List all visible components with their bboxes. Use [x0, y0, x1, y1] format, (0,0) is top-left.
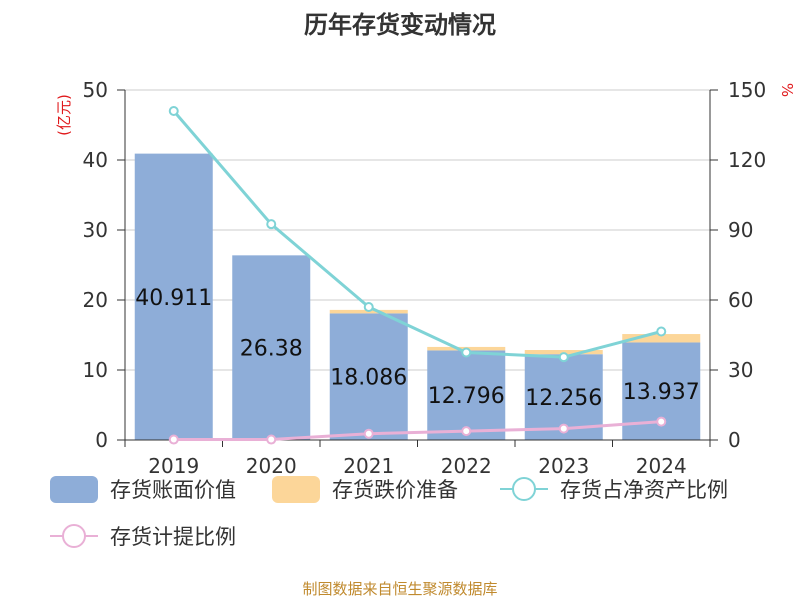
line-series	[168, 106, 667, 445]
right-tick-label: 120	[728, 148, 766, 172]
line-point	[656, 416, 667, 427]
axes: 0 10 20 30 40 50 0 30 60 90 120 150 2019 2020 2021 2022…	[83, 78, 767, 478]
line-point	[168, 106, 179, 116]
right-tick-label: 60	[728, 288, 753, 312]
bar-data-label: 40.911	[135, 286, 212, 311]
left-tick-label: 20	[83, 288, 108, 312]
bar-inventory-book-value	[134, 153, 213, 441]
legend-swatch	[50, 476, 98, 503]
line-point	[266, 219, 277, 230]
legend-marker	[512, 477, 536, 501]
line-point	[168, 434, 179, 445]
right-tick-label: 150	[728, 78, 766, 102]
bar-data-label: 26.38	[240, 337, 303, 362]
gridlines	[125, 89, 710, 371]
legend-label: 存货账面价值	[110, 478, 236, 502]
bar-data-label: 12.256	[525, 386, 602, 411]
line-point	[266, 434, 277, 445]
right-tick-label: 90	[728, 218, 753, 242]
line-point	[558, 423, 569, 434]
line-point	[461, 347, 472, 358]
x-tick-label: 2023	[538, 454, 589, 478]
x-tick-label: 2024	[636, 454, 687, 478]
left-tick-label: 0	[95, 428, 108, 452]
line-inventory-to-net-assets	[172, 110, 662, 359]
left-tick-label: 10	[83, 358, 108, 382]
chart-title: 历年存货变动情况	[304, 11, 496, 39]
legend-label: 存货计提比例	[110, 525, 236, 549]
legend-marker	[62, 524, 86, 548]
left-tick-label: 40	[83, 148, 108, 172]
x-tick-label: 2019	[148, 454, 199, 478]
bar-data-label: 13.937	[623, 380, 700, 405]
left-tick-label: 30	[83, 218, 108, 242]
line-point	[656, 326, 667, 337]
bar-inventory-impairment	[524, 350, 603, 355]
bar-series	[134, 153, 701, 441]
line-point	[558, 352, 569, 363]
bar-data-label: 18.086	[330, 366, 407, 391]
x-tick-label: 2022	[441, 454, 492, 478]
right-axis-unit: %	[778, 83, 796, 97]
line-point	[363, 302, 374, 312]
line-point	[461, 426, 472, 437]
line-provision-ratio	[173, 420, 662, 442]
right-tick-label: 30	[728, 358, 753, 382]
source-note: 制图数据来自恒生聚源数据库	[302, 580, 497, 598]
left-axis-unit: (亿元)	[55, 94, 73, 136]
x-tick-label: 2020	[246, 454, 297, 478]
bar-inventory-impairment	[622, 334, 701, 343]
left-tick-label: 50	[83, 78, 108, 102]
legend-label: 存货跌价准备	[332, 478, 458, 502]
legend-swatch	[272, 476, 320, 503]
bar-inventory-book-value	[427, 350, 506, 440]
bar-data-label: 12.796	[428, 384, 505, 409]
bar-inventory-book-value	[232, 255, 311, 440]
bar-inventory-book-value	[329, 313, 408, 440]
x-tick-label: 2021	[343, 454, 394, 478]
legend-label: 存货占净资产比例	[560, 478, 728, 502]
data-labels: 40.911 26.38 18.086 12.796 12.256 13.937	[135, 286, 699, 411]
line-point	[363, 428, 374, 439]
right-tick-label: 0	[728, 428, 741, 452]
